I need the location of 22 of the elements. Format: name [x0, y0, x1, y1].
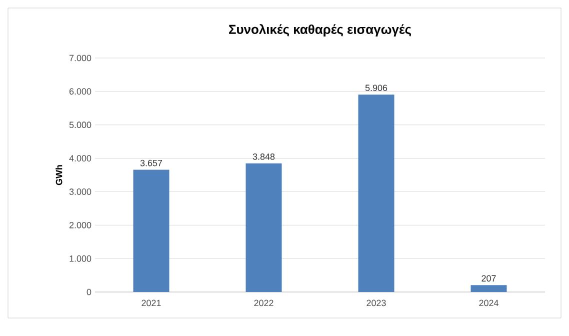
x-tick-label: 2022 [254, 300, 274, 306]
data-label: 3.657 [140, 160, 162, 166]
y-tick-label: 4.000 [69, 155, 92, 162]
x-tick-label: 2024 [479, 300, 498, 306]
y-tick-label: 1.000 [70, 255, 92, 262]
chart-title: Συνολικές καθαρές εισαγωγές [229, 24, 412, 37]
y-tick-label: 3.000 [69, 188, 92, 195]
data-label: 5.906 [365, 84, 388, 92]
x-tick-label: 2023 [366, 300, 386, 306]
y-tick-label: 5.000 [69, 122, 92, 128]
bar [358, 94, 394, 292]
y-tick-label: 7.000 [69, 54, 92, 62]
y-axis-title: GWh [56, 165, 62, 186]
y-tick-label: 0 [86, 288, 92, 296]
bar [470, 285, 507, 292]
bar [246, 163, 282, 292]
x-tick-label: 2021 [142, 300, 161, 306]
y-tick-label: 2.000 [69, 222, 92, 228]
bar [133, 170, 170, 292]
y-tick-label: 6.000 [69, 88, 92, 95]
data-label: 3.848 [252, 153, 275, 160]
data-label: 207 [482, 275, 496, 282]
